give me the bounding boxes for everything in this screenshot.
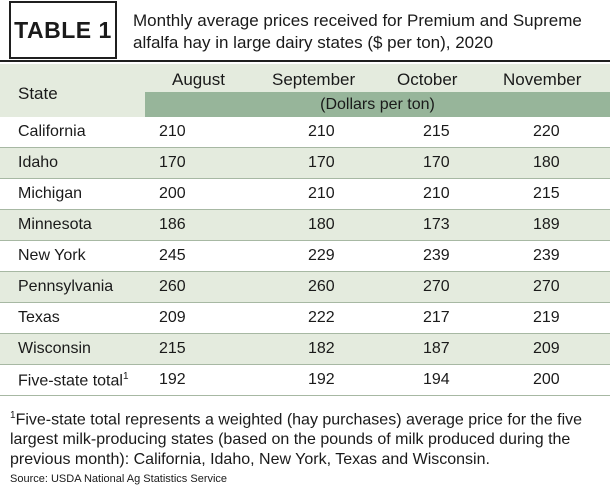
- table-row: Texas 209 222 217 219: [0, 303, 610, 334]
- price-cell: 170: [308, 154, 335, 171]
- price-cell: 239: [533, 247, 560, 264]
- price-cell: 209: [159, 309, 186, 326]
- price-cell: 217: [423, 309, 450, 326]
- table-label: TABLE 1: [9, 1, 117, 59]
- price-cell: 209: [533, 340, 560, 357]
- price-cell: 215: [533, 185, 560, 202]
- table-header: TABLE 1 Monthly average prices received …: [0, 0, 610, 62]
- price-cell: 210: [159, 123, 186, 140]
- state-name: Texas: [18, 309, 60, 326]
- price-cell: 186: [159, 216, 186, 233]
- price-cell: 180: [308, 216, 335, 233]
- price-cell: 270: [533, 278, 560, 295]
- price-cell: 270: [423, 278, 450, 295]
- month-header-november: November: [503, 70, 582, 89]
- price-cell: 189: [533, 216, 560, 233]
- table-row: California 210 210 215 220: [0, 117, 610, 148]
- footnote: 1Five-state total represents a weighted …: [10, 406, 600, 470]
- state-name: Pennsylvania: [18, 278, 114, 295]
- price-cell: 215: [159, 340, 186, 357]
- total-label: Five-state total: [18, 372, 123, 390]
- state-name: New York: [18, 247, 86, 264]
- table-body: California 210 210 215 220 Idaho 170 170…: [0, 117, 610, 396]
- month-header-august: August: [172, 70, 225, 89]
- price-cell: 220: [533, 123, 560, 140]
- table-row: Wisconsin 215 182 187 209: [0, 334, 610, 365]
- month-header-september: September: [272, 70, 356, 89]
- price-cell: 245: [159, 247, 186, 264]
- price-cell: 173: [423, 216, 450, 233]
- price-cell: 210: [308, 123, 335, 140]
- table-row: Idaho 170 170 170 180: [0, 148, 610, 179]
- price-cell: 192: [308, 371, 335, 388]
- price-cell: 194: [423, 371, 450, 388]
- month-header-october: October: [397, 70, 458, 89]
- unit-label: (Dollars per ton): [145, 92, 610, 117]
- footnote-number: 1: [10, 410, 16, 421]
- table-title: Monthly average prices received for Prem…: [133, 11, 582, 52]
- table-row: New York 245 229 239 239: [0, 241, 610, 272]
- price-cell: 215: [423, 123, 450, 140]
- source-note: Source: USDA National Ag Statistics Serv…: [10, 473, 228, 485]
- state-column-header: State: [18, 84, 58, 103]
- state-name: Minnesota: [18, 216, 92, 233]
- footnote-marker: 1: [122, 371, 129, 382]
- column-header: State August September October November …: [0, 64, 610, 117]
- state-name: Michigan: [18, 185, 83, 202]
- state-name: California: [18, 123, 86, 140]
- price-cell: 182: [308, 340, 335, 357]
- price-cell: 239: [423, 247, 450, 264]
- footnote-text: Five-state total represents a weighted (…: [10, 411, 583, 469]
- price-cell: 222: [308, 309, 335, 326]
- price-cell: 219: [533, 309, 560, 326]
- price-cell: 210: [423, 185, 450, 202]
- price-cell: 170: [423, 154, 450, 171]
- table-row: Pennsylvania 260 260 270 270: [0, 272, 610, 303]
- price-cell: 260: [308, 278, 335, 295]
- price-cell: 200: [159, 185, 186, 202]
- price-cell: 180: [533, 154, 560, 171]
- state-name: Wisconsin: [18, 340, 91, 357]
- table-row-total: Five-state total1 192 192 194 200: [0, 365, 610, 396]
- price-cell: 192: [159, 371, 186, 388]
- price-cell: 187: [423, 340, 450, 357]
- state-name: Five-state total1: [18, 371, 129, 390]
- state-name: Idaho: [18, 154, 59, 171]
- price-cell: 170: [159, 154, 186, 171]
- price-cell: 200: [533, 371, 560, 388]
- price-cell: 229: [308, 247, 335, 264]
- table-row: Michigan 200 210 210 215: [0, 179, 610, 210]
- table-row: Minnesota 186 180 173 189: [0, 210, 610, 241]
- price-cell: 260: [159, 278, 186, 295]
- price-cell: 210: [308, 185, 335, 202]
